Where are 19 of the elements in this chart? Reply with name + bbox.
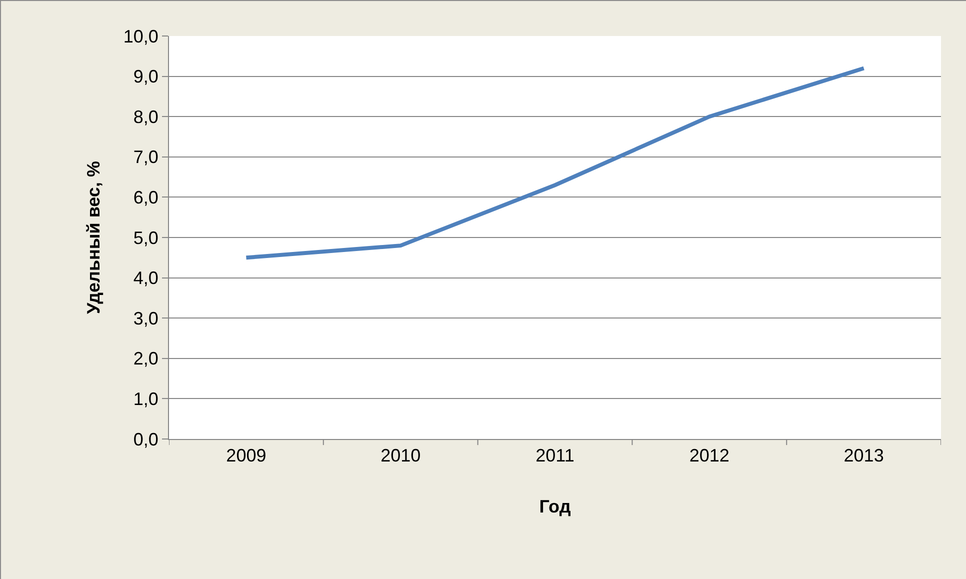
y-tick-label: 8,0 (133, 106, 158, 127)
x-tick-label: 2011 (536, 446, 574, 466)
x-tick-label: 2009 (226, 446, 266, 466)
x-tick-label: 2012 (689, 446, 730, 466)
y-tick-label: 10,0 (123, 26, 158, 46)
x-tick-label: 2013 (844, 446, 884, 466)
y-tick-label: 7,0 (133, 147, 158, 168)
x-tick-label: 2010 (380, 446, 421, 466)
y-tick-label: 1,0 (133, 389, 158, 409)
y-tick-label: 3,0 (133, 308, 158, 328)
line-series (244, 66, 866, 260)
x-axis-title: Год (539, 496, 572, 517)
y-tick-label: 6,0 (133, 188, 158, 208)
y-tick-label: 4,0 (133, 268, 158, 288)
y-tick-label: 0,0 (133, 429, 158, 450)
y-axis-title: Удельный вес, % (84, 161, 104, 314)
y-tick-label: 2,0 (133, 348, 158, 369)
y-tick-label: 9,0 (133, 66, 158, 87)
y-tick-label: 5,0 (133, 228, 158, 248)
